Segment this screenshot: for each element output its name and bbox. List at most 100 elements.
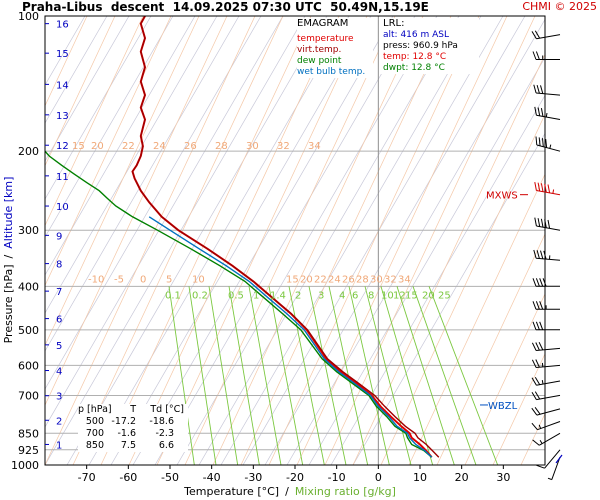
station-name: Praha-Libus — [22, 0, 103, 14]
wind-barb-flag — [537, 218, 541, 227]
legend-item-wet-bulb: wet bulb temp. — [297, 67, 366, 77]
wind-barb-half — [538, 424, 542, 429]
wind-barb — [533, 249, 561, 261]
wind-barb-flag — [547, 219, 551, 229]
adiabat-line — [128, 16, 340, 465]
isotherm-label: -10 — [88, 274, 104, 285]
adiabat-line — [45, 16, 88, 107]
wind-barb-flag — [542, 138, 544, 147]
wind-barb — [531, 376, 561, 386]
wind-barb-half — [539, 439, 543, 444]
wind-barb — [531, 407, 561, 416]
x-tick-label: 20 — [455, 471, 469, 484]
wind-barb — [532, 432, 561, 446]
mixing-ratio-label: 0.2 — [192, 290, 208, 301]
adiabat-line — [352, 53, 545, 465]
mixing-ratio-label: 0.5 — [228, 290, 244, 301]
wind-barb-flag — [540, 218, 544, 228]
sounding-datetime: 14.09.2025 07:30 UTC — [172, 0, 322, 14]
lrl-alt: alt: 416 m ASL — [383, 30, 449, 40]
wind-barb-staff — [538, 432, 561, 446]
adiabat-line — [212, 16, 424, 465]
y-axis-title-sep: / — [2, 254, 15, 258]
mixing-ratio-line — [228, 286, 260, 465]
series-line-dew-point — [45, 150, 433, 458]
isotherm-line — [264, 16, 526, 465]
isotherm-line — [154, 16, 416, 465]
altitude-tick-label: 15 — [56, 49, 69, 60]
adiabat-line — [156, 16, 368, 465]
wind-barb-flag — [535, 321, 540, 330]
wind-barb — [534, 106, 561, 120]
wind-barb-staff — [536, 347, 561, 351]
isotherm-label: 15 — [72, 141, 85, 152]
altitude-tick-label: 12 — [56, 141, 69, 152]
x-tick-label: -60 — [119, 471, 137, 484]
wind-barb-staff — [536, 34, 561, 40]
altitude-tick-label: 11 — [56, 172, 69, 183]
wind-barbs-layer — [531, 30, 563, 481]
wind-barb-flag — [538, 137, 541, 146]
isotherm-label: 0 — [140, 274, 146, 285]
wind-barb-flag — [542, 278, 547, 287]
x-axis-title-sep: / — [285, 485, 289, 498]
wind-barb-staff — [536, 225, 561, 231]
wind-barb-flag — [531, 359, 537, 368]
isotherm-label: 20 — [300, 274, 313, 285]
legend-item-dew-point: dew point — [297, 56, 342, 66]
wind-barb-flag — [535, 136, 538, 146]
adiabat-line — [296, 16, 508, 465]
pressure-table-col-p: p [hPa] — [78, 404, 112, 415]
isotherm-line — [330, 94, 545, 465]
wind-barb-half — [541, 380, 544, 385]
y-axis-title-altitude: Altitude [km] — [2, 177, 15, 249]
table-cell: 7.5 — [120, 440, 136, 451]
x-tick-label: -20 — [286, 471, 304, 484]
wind-barb-flag — [539, 278, 544, 287]
mixing-ratio-label: 20 — [422, 290, 435, 301]
adiabat-line — [45, 16, 144, 227]
plot-frame — [44, 15, 546, 466]
altitude-tick-label: 14 — [56, 80, 69, 91]
wind-barb — [536, 449, 561, 469]
y-tick-label: 100 — [18, 10, 39, 23]
wind-barb-flag — [540, 85, 544, 94]
wind-barb-flag — [534, 376, 541, 385]
wind-barb-flag — [534, 391, 541, 400]
table-row: 850 7.5 6.6 — [78, 440, 188, 452]
wind-barb-flag — [531, 377, 537, 386]
table-cell: 6.6 — [158, 440, 174, 451]
x-tick-label: 0 — [375, 471, 382, 484]
wind-barb-flag — [533, 84, 537, 94]
wind-barb-flag — [536, 464, 545, 469]
grid-layer — [45, 16, 600, 465]
wind-barb-flag — [531, 342, 537, 351]
wind-barb — [532, 321, 560, 331]
altitude-tick-label: 8 — [56, 260, 62, 271]
wind-barb-flag — [539, 301, 544, 310]
legend-title: EMAGRAM — [297, 18, 349, 29]
adiabat-line — [549, 16, 600, 465]
mixing-ratio-label: 8 — [368, 290, 374, 301]
mixing-ratio-line — [364, 286, 412, 465]
adiabat-line — [408, 173, 545, 465]
altitude-tick-label: 5 — [56, 341, 62, 352]
altitude-tick-label: 16 — [56, 20, 69, 31]
wind-barb-flag — [531, 31, 537, 40]
series-layer — [45, 16, 440, 458]
y-tick-label: 1000 — [11, 459, 39, 472]
isotherm-line — [66, 16, 328, 465]
wind-barb — [534, 217, 561, 231]
adiabat-line — [184, 16, 396, 465]
isotherm-label: 15 — [286, 274, 299, 285]
wind-barb-staff — [536, 114, 561, 120]
adiabat-line — [45, 16, 200, 347]
isotherm-label: 24 — [153, 141, 166, 152]
altitude-tick-label: 3 — [56, 392, 62, 403]
wind-barb-flag — [531, 422, 538, 431]
isotherm-line — [176, 16, 438, 465]
isotherm-label: 28 — [356, 274, 369, 285]
wind-barb-staff — [536, 394, 561, 401]
surface-wind-marker — [555, 454, 563, 464]
isotherm-label: 34 — [308, 141, 321, 152]
